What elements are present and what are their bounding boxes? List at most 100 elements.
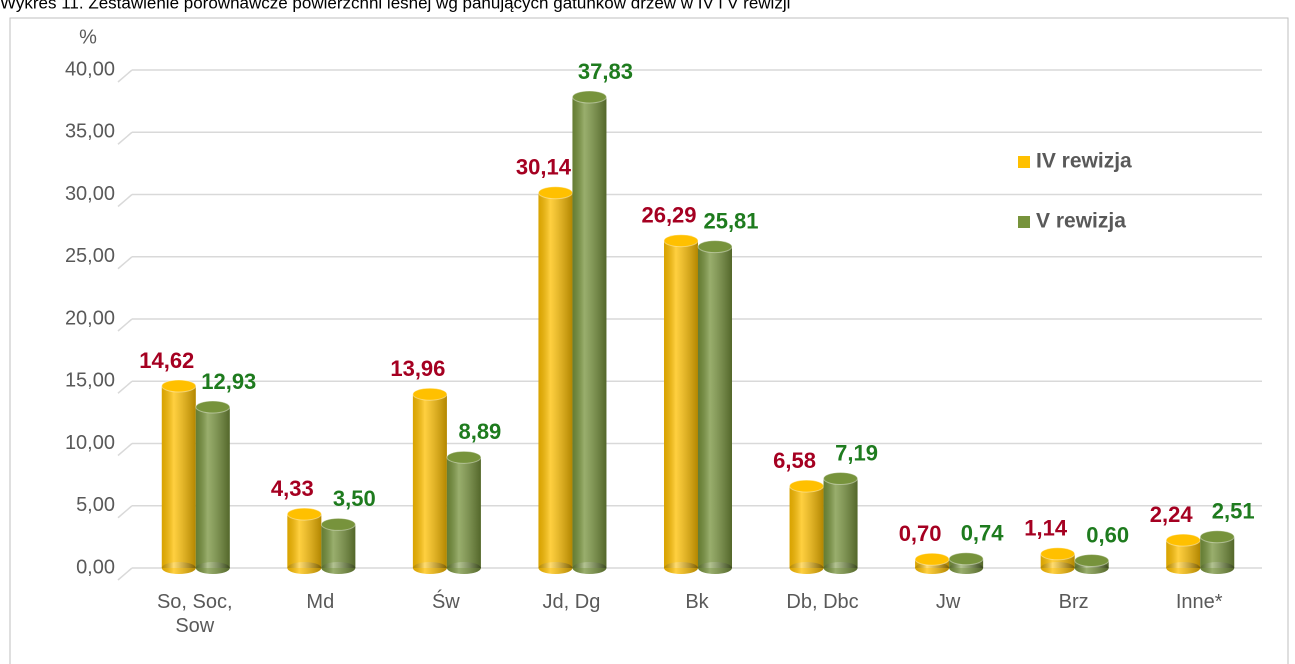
bar-top (537, 186, 573, 200)
x-tick-label: Św (431, 591, 460, 613)
bar-shade (664, 240, 698, 568)
x-tick-label: Brz (1058, 591, 1089, 613)
legend-swatch (1018, 216, 1030, 228)
grid-line-side (117, 380, 133, 394)
data-label: 25,81 (703, 208, 758, 233)
grid-line-side (117, 193, 133, 208)
bar-shade (538, 192, 573, 568)
y-axis-label: % (79, 26, 97, 48)
x-tick-label: So, Soc, Sow (156, 591, 233, 637)
grid-line-side (117, 318, 133, 332)
bar-top (161, 379, 197, 393)
bar-top (1165, 533, 1201, 547)
bar-top (412, 387, 448, 401)
bar-base-shade (1166, 562, 1201, 574)
bar-base-shade (1040, 562, 1075, 574)
bar-base-shade (321, 562, 356, 574)
bar-top (320, 517, 356, 531)
bar-top (663, 234, 699, 248)
bar-shade (446, 457, 481, 568)
data-label: 37,83 (578, 59, 633, 84)
y-tick-label: 40,00 (65, 58, 115, 80)
bar-top (914, 552, 950, 566)
bar-shade (698, 246, 732, 568)
bar-top (571, 90, 607, 104)
legend-swatch (1018, 156, 1030, 168)
bar-top (823, 471, 859, 485)
y-tick-label: 15,00 (65, 370, 115, 392)
data-label: 0,60 (1086, 522, 1129, 547)
bar-top (286, 507, 322, 521)
bar-base-shade (412, 562, 447, 574)
y-tick-label: 0,00 (76, 556, 115, 578)
chart-frame (9, 17, 1289, 664)
grid-line-side (117, 567, 133, 581)
bar-shade (823, 478, 858, 568)
grid-line-side (117, 256, 133, 270)
data-label: 12,93 (201, 369, 256, 394)
bar-shade (572, 97, 607, 568)
bar-top (697, 240, 733, 254)
bar-base-shade (823, 562, 858, 574)
data-label: 1,14 (1024, 516, 1068, 541)
data-label: 2,24 (1150, 502, 1194, 527)
bar-top (195, 400, 231, 414)
bar-top (1040, 547, 1076, 561)
x-tick-label: Db, Dbc (786, 591, 859, 613)
bar-base-shade (538, 562, 573, 574)
bar-shade (195, 407, 230, 568)
bar-base-shade (915, 562, 950, 574)
data-label: 3,50 (333, 486, 376, 511)
legend-label: IV rewizja (1036, 150, 1132, 173)
x-tick-label: Bk (685, 591, 709, 613)
bar-base-shade (949, 562, 984, 574)
data-label: 30,14 (516, 155, 572, 180)
y-tick-label: 10,00 (65, 432, 115, 454)
bar-base-shade (287, 562, 322, 574)
bar-top (948, 552, 984, 566)
x-tick-label: Md (306, 591, 335, 613)
bar-base-shade (446, 562, 481, 574)
chart-title: Wykres 11. Zestawienie porównawcze powie… (0, 0, 790, 12)
grid-line-side (117, 131, 133, 145)
grid-line-side (117, 442, 133, 457)
data-label: 13,96 (390, 356, 445, 381)
bar-base-shade (698, 562, 732, 574)
data-label: 6,58 (773, 448, 816, 473)
grid-line-side (117, 69, 133, 83)
legend-label: V rewizja (1036, 210, 1126, 233)
bar-shade (412, 394, 447, 568)
data-label: 26,29 (641, 203, 696, 228)
bar-shade (789, 486, 824, 568)
data-label: 8,89 (458, 419, 501, 444)
y-tick-label: 35,00 (65, 121, 115, 143)
y-tick-label: 20,00 (65, 307, 115, 329)
bar-shade (161, 385, 196, 568)
x-tick-label: Jd, Dg (542, 591, 601, 613)
bar-base-shade (789, 562, 824, 574)
data-label: 7,19 (835, 440, 878, 465)
x-tick-label: Jw (935, 591, 961, 613)
x-tick-label: Inne* (1175, 591, 1223, 613)
data-label: 0,70 (899, 521, 942, 546)
bar-base-shade (1200, 562, 1235, 574)
bar-shade (287, 514, 322, 568)
bar-top (1199, 530, 1235, 544)
bar-top (789, 479, 825, 493)
bar-shade (321, 524, 356, 568)
data-label: 4,33 (271, 476, 314, 501)
data-label: 0,74 (961, 521, 1005, 546)
bar-base-shade (161, 562, 196, 574)
y-tick-label: 30,00 (65, 183, 115, 205)
data-label: 2,51 (1212, 499, 1255, 524)
bar-base-shade (572, 562, 607, 574)
y-tick-label: 25,00 (65, 245, 115, 267)
y-tick-label: 5,00 (76, 494, 115, 516)
bar-base-shade (195, 562, 230, 574)
bar-top (1074, 554, 1110, 568)
data-label: 14,62 (139, 348, 194, 373)
grid-line-side (117, 505, 133, 519)
bar-top (446, 450, 482, 464)
